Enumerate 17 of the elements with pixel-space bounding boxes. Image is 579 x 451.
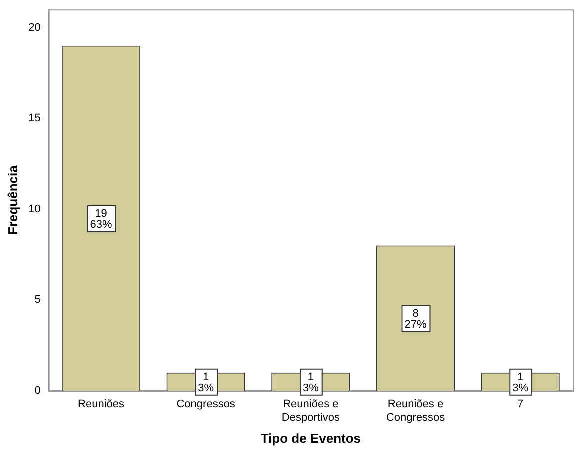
- y-tick-label: 10: [28, 203, 41, 216]
- y-tick-label: 20: [28, 22, 41, 34]
- x-axis-title: Tipo de Eventos: [260, 430, 362, 446]
- y-axis-title: Frequência: [5, 164, 20, 235]
- data-label: 19 63%: [90, 208, 112, 231]
- x-tick-label: Congressos: [176, 398, 236, 411]
- y-tick-label: 5: [34, 294, 41, 306]
- x-tick-label: Reuniões e Congressos: [386, 398, 446, 424]
- x-tick-label: 7: [518, 398, 524, 411]
- data-label: 1 3%: [302, 371, 320, 394]
- y-tick-label: 0: [34, 385, 41, 398]
- data-label: 8 27%: [404, 308, 427, 331]
- x-tick-label: Reuniões e Desportivos: [282, 398, 340, 424]
- y-tick-label: 15: [28, 112, 41, 125]
- data-label: 1 3%: [512, 371, 529, 394]
- x-tick-label: Reuniões: [78, 398, 125, 411]
- data-label: 1 3%: [198, 371, 214, 394]
